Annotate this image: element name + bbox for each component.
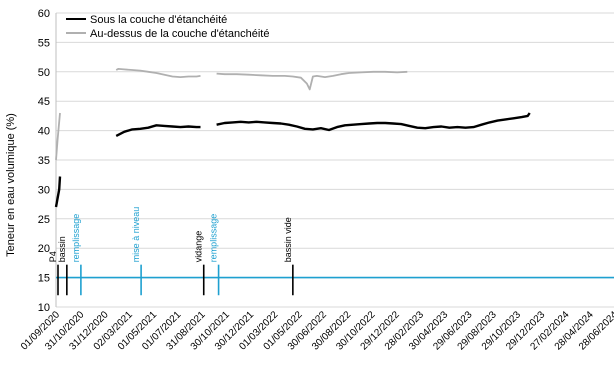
y-tick-label: 25 <box>38 214 50 226</box>
event-label: P4 <box>48 251 58 262</box>
y-axis-label: Teneur en eau volumique (%) <box>5 113 17 257</box>
series-line-0 <box>115 124 201 137</box>
event-label: mise à niveau <box>131 207 141 263</box>
series-line-1 <box>55 112 61 161</box>
y-tick-label: 40 <box>38 126 50 138</box>
y-tick-label: 15 <box>38 273 50 285</box>
y-tick-label: 20 <box>38 243 50 255</box>
y-tick-label: 45 <box>38 96 50 108</box>
series-lines <box>54 68 614 279</box>
y-tick-label: 35 <box>38 155 50 167</box>
y-tick-label: 10 <box>38 302 50 314</box>
legend-label-grey: Au-dessus de la couche d'étanchéité <box>90 28 269 40</box>
legend: Sous la couche d'étanchéité Au-dessus de… <box>66 14 269 40</box>
series-line-1 <box>115 68 201 78</box>
event-label: remplissage <box>71 214 81 263</box>
event-label: vidange <box>194 231 204 263</box>
y-tick-label: 50 <box>38 67 50 79</box>
series-line-0 <box>216 112 531 132</box>
series-line-1 <box>216 70 408 91</box>
legend-label-black: Sous la couche d'étanchéité <box>90 14 227 26</box>
event-label: remplissage <box>209 214 219 263</box>
series-line-0 <box>54 176 62 208</box>
y-tick-labels: 10 15 20 25 30 35 40 45 50 55 60 <box>38 8 50 314</box>
x-tick-labels: 01/09/202031/10/202031/12/202002/03/2021… <box>19 309 614 352</box>
event-label: bassin vide <box>283 217 293 262</box>
event-label: bassin <box>57 236 67 262</box>
y-tick-label: 60 <box>38 8 50 20</box>
y-tick-label: 30 <box>38 184 50 196</box>
y-tick-label: 55 <box>38 37 50 49</box>
